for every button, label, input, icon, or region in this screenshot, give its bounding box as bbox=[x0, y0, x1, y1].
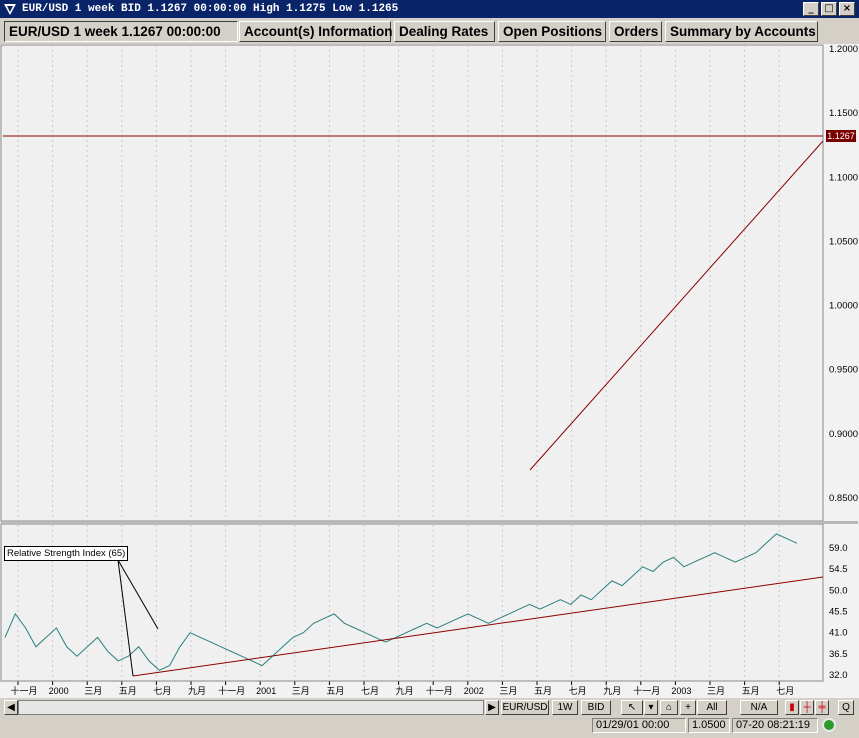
tab-open-positions[interactable]: Open Positions bbox=[498, 21, 606, 42]
time-tick-label: 九月 bbox=[188, 686, 206, 696]
tab-summary-by-accounts[interactable]: Summary by Accounts bbox=[665, 21, 818, 42]
connection-status-icon bbox=[822, 718, 836, 732]
price-tick-label: 1.1000 bbox=[829, 172, 858, 183]
time-tick-label: 七月 bbox=[361, 686, 379, 696]
status-date: 01/29/01 00:00 bbox=[592, 718, 686, 733]
maximize-button[interactable]: □ bbox=[821, 2, 837, 16]
time-axis-band bbox=[1, 681, 858, 698]
zoom-q-button[interactable]: Q bbox=[838, 700, 854, 715]
price-tick-label: 1.1500 bbox=[829, 108, 858, 119]
time-tick-label: 三月 bbox=[84, 686, 102, 696]
all-button[interactable]: All bbox=[697, 700, 727, 715]
price-tick-label: 1.0000 bbox=[829, 301, 858, 312]
rsi-tick-label: 59.0 bbox=[829, 543, 848, 554]
time-tick-label: 三月 bbox=[292, 686, 310, 696]
tab-chart[interactable]: EUR/USD 1 week 1.1267 00:00:00 bbox=[4, 21, 238, 42]
na-button[interactable]: N/A bbox=[740, 700, 778, 715]
app-logo-icon bbox=[4, 4, 16, 15]
time-tick-label: 七月 bbox=[776, 686, 794, 696]
current-price-marker: 1.1267 bbox=[826, 130, 856, 142]
chart-tool-icon[interactable]: ⌂ bbox=[660, 700, 678, 715]
panel-separator bbox=[1, 521, 858, 524]
main-plot-frame bbox=[0, 44, 824, 522]
status-time: 07-20 08:21:19 bbox=[732, 718, 818, 733]
time-tick-label: 十一月 bbox=[218, 685, 245, 696]
time-tick-label: 五月 bbox=[534, 686, 552, 696]
scroll-left-icon[interactable]: ◀ bbox=[4, 700, 18, 715]
time-tick-label: 五月 bbox=[326, 686, 344, 696]
time-tick-label: 九月 bbox=[396, 686, 414, 696]
time-tick-label: 2001 bbox=[256, 686, 276, 696]
symbol-selector[interactable]: EUR/USD bbox=[501, 700, 549, 715]
time-tick-label: 2003 bbox=[671, 686, 691, 696]
price-chart[interactable]: 1.2000 1.1500 1.1000 1.0500 1.0000 0.9500 0.90… bbox=[0, 44, 859, 698]
title-bar: EUR/USD 1 week BID 1.1267 00:00:00 High … bbox=[0, 0, 859, 18]
price-tick-label: 0.9500 bbox=[829, 365, 858, 376]
cursor-tool-icon[interactable]: ↖ bbox=[621, 700, 643, 715]
window-title: EUR/USD 1 week BID 1.1267 00:00:00 High … bbox=[22, 3, 399, 15]
price-tick-label: 1.2000 bbox=[829, 44, 858, 55]
close-button[interactable]: × bbox=[839, 2, 855, 16]
time-tick-label: 七月 bbox=[569, 686, 587, 696]
period-selector[interactable]: 1W bbox=[552, 700, 578, 715]
time-tick-label: 三月 bbox=[499, 686, 517, 696]
time-tick-label: 五月 bbox=[119, 686, 137, 696]
rsi-label: Relative Strength Index (65) bbox=[4, 546, 129, 561]
rsi-tick-label: 32.0 bbox=[829, 670, 848, 681]
chart-area[interactable]: 1.2000 1.1500 1.1000 1.0500 1.0000 0.9500 0.90… bbox=[0, 44, 859, 698]
tab-dealing-rates[interactable]: Dealing Rates bbox=[394, 21, 495, 42]
tab-orders[interactable]: Orders bbox=[609, 21, 662, 42]
rsi-annotation-line bbox=[117, 559, 159, 630]
time-tick-label: 七月 bbox=[153, 686, 171, 696]
time-tick-label: 三月 bbox=[707, 686, 725, 696]
line-chart-icon[interactable]: ╪ bbox=[815, 700, 829, 715]
price-side-selector[interactable]: BID bbox=[581, 700, 611, 715]
rsi-line bbox=[4, 533, 798, 671]
scroll-right-icon[interactable]: ▶ bbox=[485, 700, 499, 715]
rsi-tick-label: 45.5 bbox=[829, 607, 848, 618]
tab-strip: EUR/USD 1 week 1.1267 00:00:00 Account(s… bbox=[0, 18, 859, 44]
candle-chart-icon[interactable]: ┼ bbox=[800, 700, 814, 715]
price-tick-label: 1.0500 bbox=[829, 236, 858, 247]
minimize-button[interactable]: _ bbox=[803, 2, 819, 16]
time-axis: 十一月 2000 三月 五月 七月 九月 十一月 2001 三月 五月 七月 九月 十一月 2002 三月 五… bbox=[1, 681, 858, 698]
rsi-tick-label: 50.0 bbox=[829, 585, 848, 596]
time-tick-label: 九月 bbox=[603, 686, 621, 696]
bottom-toolbar: ◀ ▶ EUR/USD 1W BID ↖ ▾ ⌂ + All N/A ▮ ┼ ╪… bbox=[0, 698, 859, 738]
time-tick-label: 十一月 bbox=[10, 685, 37, 696]
rsi-tick-label: 41.0 bbox=[829, 628, 848, 639]
time-tick-label: 2000 bbox=[49, 686, 69, 696]
time-tick-label: 十一月 bbox=[633, 685, 660, 696]
zoom-tool-icon[interactable]: + bbox=[680, 700, 696, 715]
time-tick-label: 2002 bbox=[464, 686, 484, 696]
tab-account-information[interactable]: Account(s) Information bbox=[239, 21, 393, 42]
price-trendline bbox=[529, 140, 824, 471]
price-tick-label: 0.9000 bbox=[829, 429, 858, 440]
rsi-annotation-line bbox=[117, 559, 134, 677]
rsi-trendline bbox=[132, 576, 824, 677]
status-price: 1.0500 bbox=[688, 718, 730, 733]
horizontal-scrollbar[interactable] bbox=[18, 700, 484, 715]
bar-chart-icon[interactable]: ▮ bbox=[785, 700, 799, 715]
chevron-down-icon[interactable]: ▾ bbox=[644, 700, 658, 715]
rsi-plot-frame bbox=[0, 523, 824, 682]
rsi-tick-label: 36.5 bbox=[829, 649, 848, 660]
rsi-tick-label: 54.5 bbox=[829, 564, 848, 575]
time-tick-label: 十一月 bbox=[426, 685, 453, 696]
time-tick-label: 五月 bbox=[742, 686, 760, 696]
price-tick-label: 0.8500 bbox=[829, 493, 858, 504]
